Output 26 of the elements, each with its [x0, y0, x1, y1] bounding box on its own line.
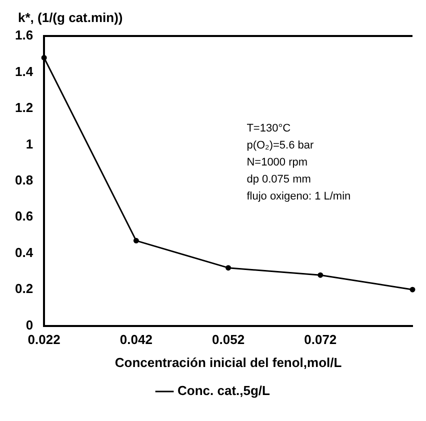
- x-tick-label: 0.072: [304, 332, 337, 348]
- y-tick-label: 0: [26, 317, 34, 332]
- x-tick-label: 0.022: [28, 332, 60, 348]
- point: [410, 286, 416, 292]
- y-tick-label: 1.6: [14, 28, 34, 43]
- annotation: dp 0.075 mm: [246, 173, 311, 186]
- y-tick-label: 1.4: [14, 64, 34, 79]
- annotation: N=1000 rpm: [246, 156, 308, 168]
- y-tick-label: 0.4: [14, 244, 34, 260]
- y-tick-label: 0.2: [14, 281, 34, 296]
- legend-label: Conc. cat.,5g/L: [178, 383, 270, 398]
- annotation: flujo oxigeno: 1 L/min: [246, 190, 351, 202]
- point: [318, 272, 324, 278]
- x-tick-label: 0.052: [212, 332, 245, 348]
- y-tick-label: 0.6: [14, 208, 34, 224]
- point: [226, 265, 232, 271]
- x-axis-title: Concentración inicial del fenol,mol/L: [114, 354, 342, 370]
- y-tick-label: 0.8: [14, 172, 34, 188]
- y-tick-label: 1.2: [14, 100, 34, 116]
- x-tick-label: 0.042: [120, 332, 152, 348]
- point: [133, 238, 139, 244]
- y-axis-title: k*, (1/(g cat.min)): [18, 10, 123, 26]
- annotation: T=130°C: [246, 122, 291, 134]
- point: [41, 54, 47, 60]
- y-tick-label: 1: [26, 136, 34, 152]
- annotation: p(O₂)=5.6 bar: [246, 139, 314, 152]
